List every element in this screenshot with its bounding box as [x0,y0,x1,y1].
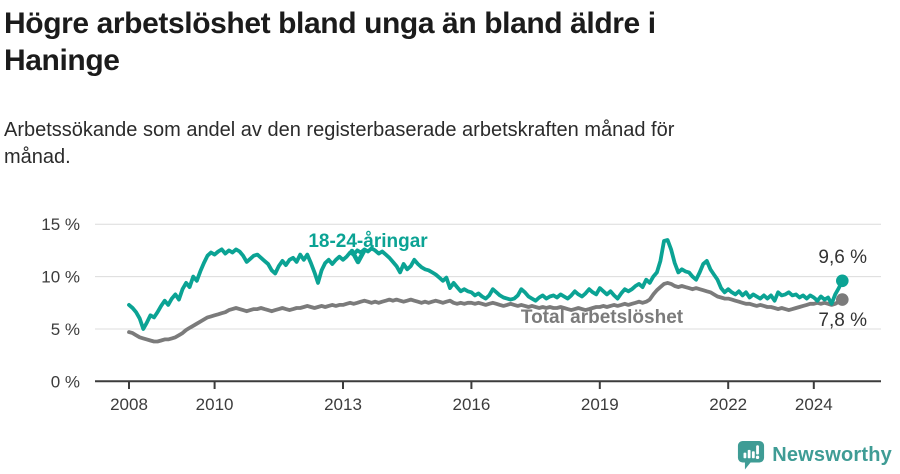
newsworthy-logo[interactable]: Newsworthy [737,440,892,470]
y-tick-label: 10 % [41,268,80,287]
gridlines [95,223,881,330]
page-title: Högre arbetslöshet bland unga än bland ä… [4,7,656,77]
newsworthy-bubble-chart-icon [738,441,765,470]
y-axis: 15 % 10 % 5 % 0 % [41,215,80,392]
youth-line-end-dot [836,274,849,288]
x-tick-label: 2024 [795,395,833,414]
x-axis: 2008 2010 2013 2016 2019 2022 2024 [95,380,881,414]
y-tick-label: 5 % [51,320,80,339]
total-line-end-dot [836,293,849,306]
youth-series-label: 18-24-åringar [308,231,428,252]
x-tick-label: 2013 [324,395,362,414]
x-tick-label: 2008 [110,395,148,414]
unemployment-line-chart: 15 % 10 % 5 % 0 % 2008 2010 2013 2016 20… [41,215,881,414]
x-tick-label: 2022 [709,395,747,414]
total-series-label: Total arbetslöshet [521,307,684,328]
y-tick-label: 0 % [51,373,80,392]
newsworthy-wordmark: Newsworthy [772,443,892,466]
x-tick-label: 2019 [581,395,619,414]
page-subtitle: Arbetssökande som andel av den registerb… [4,119,675,168]
total-end-value-label: 7,8 % [818,310,867,331]
down-arrow-icon [349,248,367,265]
total-unemployment-line [127,281,845,344]
y-tick-label: 15 % [41,215,80,234]
youth-end-value-label: 9,6 % [818,247,867,268]
x-tick-label: 2016 [452,395,490,414]
x-tick-label: 2010 [196,395,234,414]
youth-unemployment-line [127,238,845,331]
